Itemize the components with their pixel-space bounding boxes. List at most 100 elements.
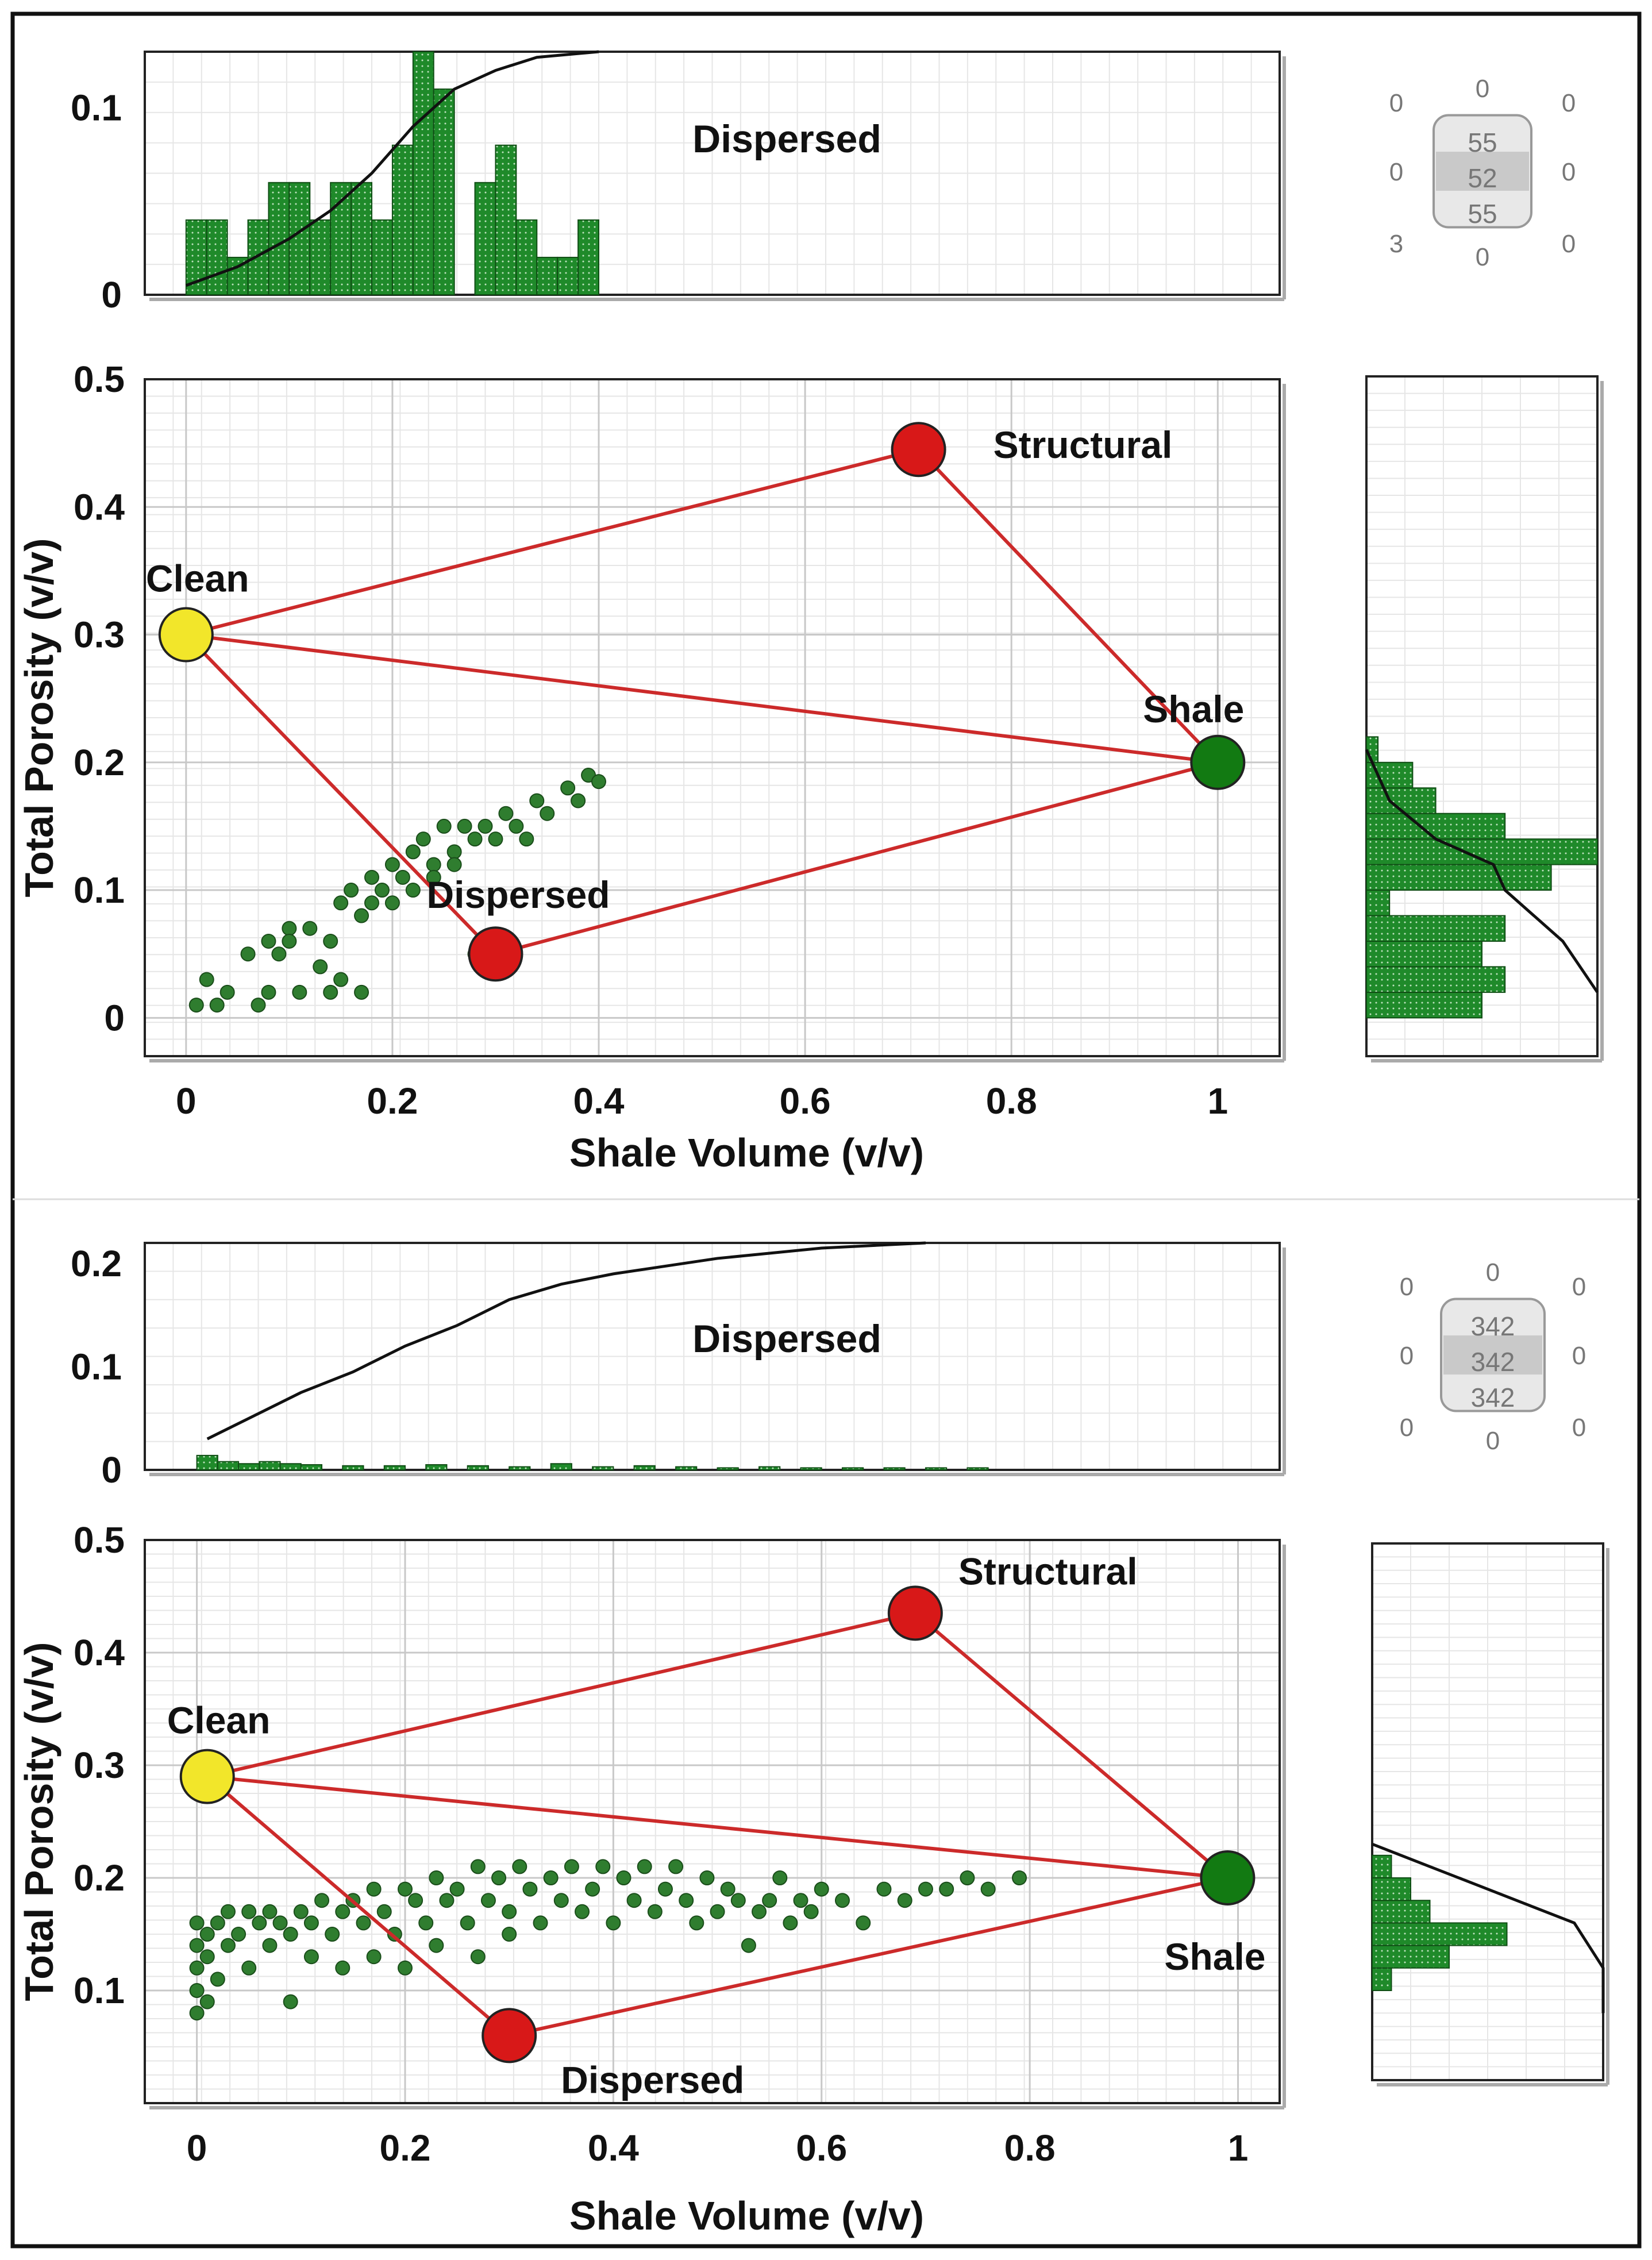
histogram-bar [217,1461,240,1471]
histogram-y-tick-label: 0.2 [71,1243,122,1284]
histogram-frame [144,1242,1281,1471]
data-point [595,1859,611,1874]
data-point [897,1893,912,1908]
histogram-title: Dispersed [692,1317,881,1361]
right-histogram [1365,375,1604,1062]
histogram-bar [592,1466,614,1470]
data-point [251,998,266,1013]
top-histogram: 0 0.1 Dispersed [71,50,1286,315]
cumulative-curve [1372,1842,1605,2013]
histogram-bar [925,1467,948,1471]
data-point [210,1915,225,1931]
histogram-y-tick-label: 0 [101,1449,122,1491]
data-point [314,1893,330,1908]
data-point [668,1859,684,1874]
badge-corner-value: 0 [1562,158,1576,186]
histogram-bar [425,1464,448,1470]
data-point [384,857,400,872]
data-point [408,1893,423,1908]
x-tick-label: 0.8 [986,1080,1037,1122]
data-point [272,1915,288,1931]
data-point [344,883,359,898]
data-point [302,921,318,936]
badge-corner-value: 0 [1486,1427,1500,1455]
data-point [720,1881,735,1897]
badge-center-value: 52 [1468,163,1497,193]
data-point [960,1870,975,1885]
y-tick-label: 0.2 [74,1857,125,1899]
histogram-bar [259,1461,281,1471]
model-line-clean-dispersed [184,633,497,956]
data-point [323,933,338,949]
data-point [199,972,214,987]
data-point [467,831,483,847]
data-point [498,806,514,821]
histogram-bar [509,1466,531,1470]
data-point [325,1927,340,1942]
endpoint-label-clean: Clean [146,557,249,600]
data-point [323,984,338,1000]
histogram-bar [433,88,455,295]
figure-frame [10,11,1642,2249]
histogram-bar [1372,1854,1392,1879]
data-point [436,818,452,834]
count-badge: 342 342 342 0 0 0 0 0 0 0 0 [1400,1258,1586,1455]
endpoint-label-shale: Shale [1143,688,1244,730]
histogram-bar [309,219,332,295]
plot-frame [144,378,1281,1057]
data-point [439,1893,455,1908]
badge-corner-value: 0 [1562,89,1576,117]
y-axis-title: Total Porosity (v/v) [17,538,61,898]
data-point [519,831,534,847]
histogram-bar [1366,966,1506,993]
y-tick-label: 0.4 [74,486,125,528]
data-point [626,1893,642,1908]
histogram-bar [330,182,352,295]
histogram-bar [238,1463,260,1471]
data-point [364,895,379,911]
histogram-bar [675,1466,698,1470]
histogram-bar [412,51,434,295]
data-point [231,1927,247,1942]
endpoint-label-shale: Shale [1164,1935,1265,1978]
badge-corner-value: 0 [1400,1273,1414,1301]
endpoint-shale [1190,734,1246,790]
histogram-bar [1366,864,1552,891]
histogram-bar [883,1467,906,1471]
data-point [540,806,555,821]
data-point [772,1870,788,1885]
x-tick-label: 0.6 [780,1080,831,1122]
histogram-bar [1366,736,1379,763]
endpoint-label-clean: Clean [167,1699,271,1742]
x-tick-label: 0.6 [796,2127,847,2169]
endpoint-shale [1200,1850,1256,1905]
histogram-frame [144,51,1281,296]
data-point [689,1915,704,1931]
badge-corner-value: 0 [1562,230,1576,258]
data-point [730,1893,746,1908]
data-point [509,818,524,834]
data-point [262,1904,278,1919]
data-point [470,1859,486,1874]
badge-corner-value: 3 [1389,230,1403,258]
data-point [283,1927,298,1942]
histogram-bar [351,182,372,295]
histogram-bar [1372,1900,1431,1924]
data-point [335,1960,351,1976]
histogram-bar [1372,1922,1508,1946]
data-point [856,1915,871,1931]
data-point [752,1904,767,1919]
histogram-bar [279,1463,302,1471]
cumulative-curve [206,1241,926,1441]
data-point [210,1972,225,1987]
data-point [446,857,462,872]
histogram-bar [1366,991,1482,1019]
data-point [189,1983,205,1998]
data-point [783,1915,798,1931]
data-point [387,1927,402,1942]
data-point [397,1881,413,1897]
histogram-bar [288,182,311,295]
data-point [262,1938,278,1953]
data-point [616,1870,631,1885]
data-point [384,895,400,911]
